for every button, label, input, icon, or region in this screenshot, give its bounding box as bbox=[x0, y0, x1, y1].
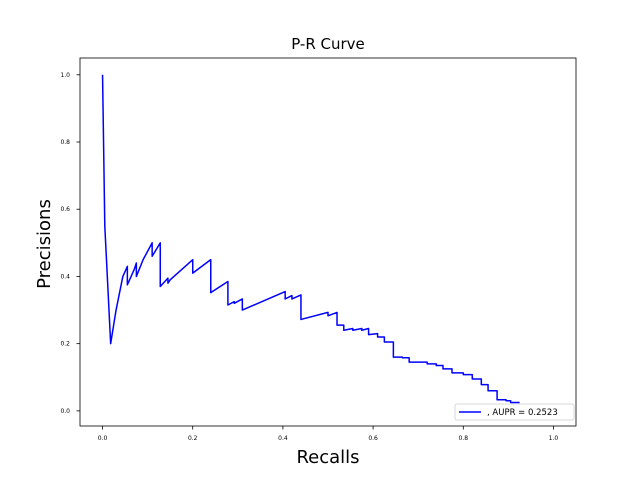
y-tick-label: 0.6 bbox=[60, 206, 70, 213]
x-tick-label: 0.8 bbox=[458, 435, 468, 442]
x-axis-label: Recalls bbox=[296, 447, 359, 468]
x-tick-label: 0.4 bbox=[278, 435, 288, 442]
x-tick-label: 1.0 bbox=[549, 435, 559, 442]
axes-frame bbox=[79, 57, 577, 427]
x-tick-label: 0.6 bbox=[368, 435, 378, 442]
y-tick-label: 0.0 bbox=[60, 408, 70, 415]
y-tick-label: 0.2 bbox=[60, 341, 70, 348]
y-tick-label: 0.8 bbox=[60, 139, 70, 146]
x-tick-label: 0.2 bbox=[188, 435, 198, 442]
series-line bbox=[101, 74, 520, 404]
legend-label: , AUPR = 0.2523 bbox=[487, 408, 558, 418]
axes-background bbox=[80, 58, 576, 426]
legend-frame bbox=[454, 403, 575, 421]
plot-area: 0.0 0.2 0.4 0.6 0.8 1.0 0.0 0.2 0.4 0.6 0.8 1.0 bbox=[60, 57, 577, 442]
y-tick-label: 1.0 bbox=[60, 72, 70, 79]
y-tick-label: 0.4 bbox=[60, 273, 70, 280]
legend: , AUPR = 0.2523 bbox=[454, 403, 575, 421]
chart-title: P-R Curve bbox=[291, 35, 365, 53]
y-axis-label: Precisions bbox=[34, 199, 55, 289]
x-tick-label: 0.0 bbox=[98, 435, 108, 442]
